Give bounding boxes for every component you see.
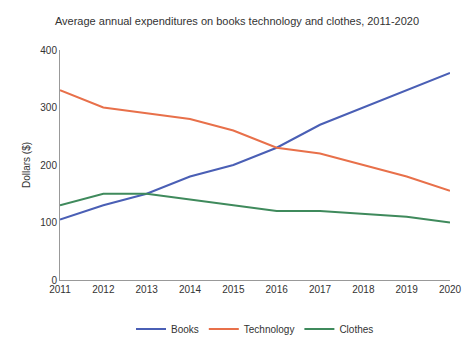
svg-text:100: 100	[40, 217, 57, 228]
svg-text:2019: 2019	[396, 284, 419, 295]
svg-text:2016: 2016	[266, 284, 289, 295]
svg-text:Books: Books	[171, 324, 199, 335]
svg-text:Technology: Technology	[244, 324, 295, 335]
svg-text:300: 300	[40, 102, 57, 113]
svg-text:2020: 2020	[439, 284, 462, 295]
svg-text:2017: 2017	[309, 284, 332, 295]
svg-text:Average annual expenditures on: Average annual expenditures on books tec…	[55, 15, 419, 27]
svg-text:Clothes: Clothes	[339, 324, 373, 335]
svg-text:2015: 2015	[222, 284, 245, 295]
svg-text:200: 200	[40, 160, 57, 171]
svg-text:2013: 2013	[136, 284, 159, 295]
svg-text:2011: 2011	[49, 284, 71, 295]
svg-text:0: 0	[51, 275, 57, 286]
svg-text:2014: 2014	[179, 284, 202, 295]
svg-text:2012: 2012	[92, 284, 115, 295]
svg-text:2018: 2018	[352, 284, 375, 295]
svg-text:Dollars ($): Dollars ($)	[21, 142, 32, 188]
svg-text:400: 400	[40, 45, 57, 56]
